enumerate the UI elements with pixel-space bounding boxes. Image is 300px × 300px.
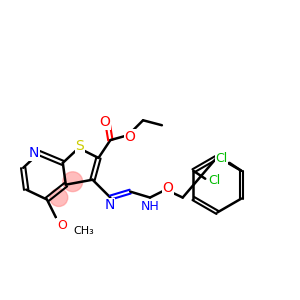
Text: S: S [75,139,84,153]
Circle shape [50,189,68,206]
Text: NH: NH [141,200,159,213]
Text: Cl: Cl [208,174,220,187]
Text: Cl: Cl [215,152,228,165]
Text: O: O [99,115,110,129]
Text: O: O [57,219,67,232]
Text: N: N [29,146,39,160]
Text: CH₃: CH₃ [74,226,94,236]
Text: O: O [125,130,136,144]
Text: N: N [104,199,115,212]
Circle shape [63,172,82,192]
Text: O: O [162,181,173,195]
